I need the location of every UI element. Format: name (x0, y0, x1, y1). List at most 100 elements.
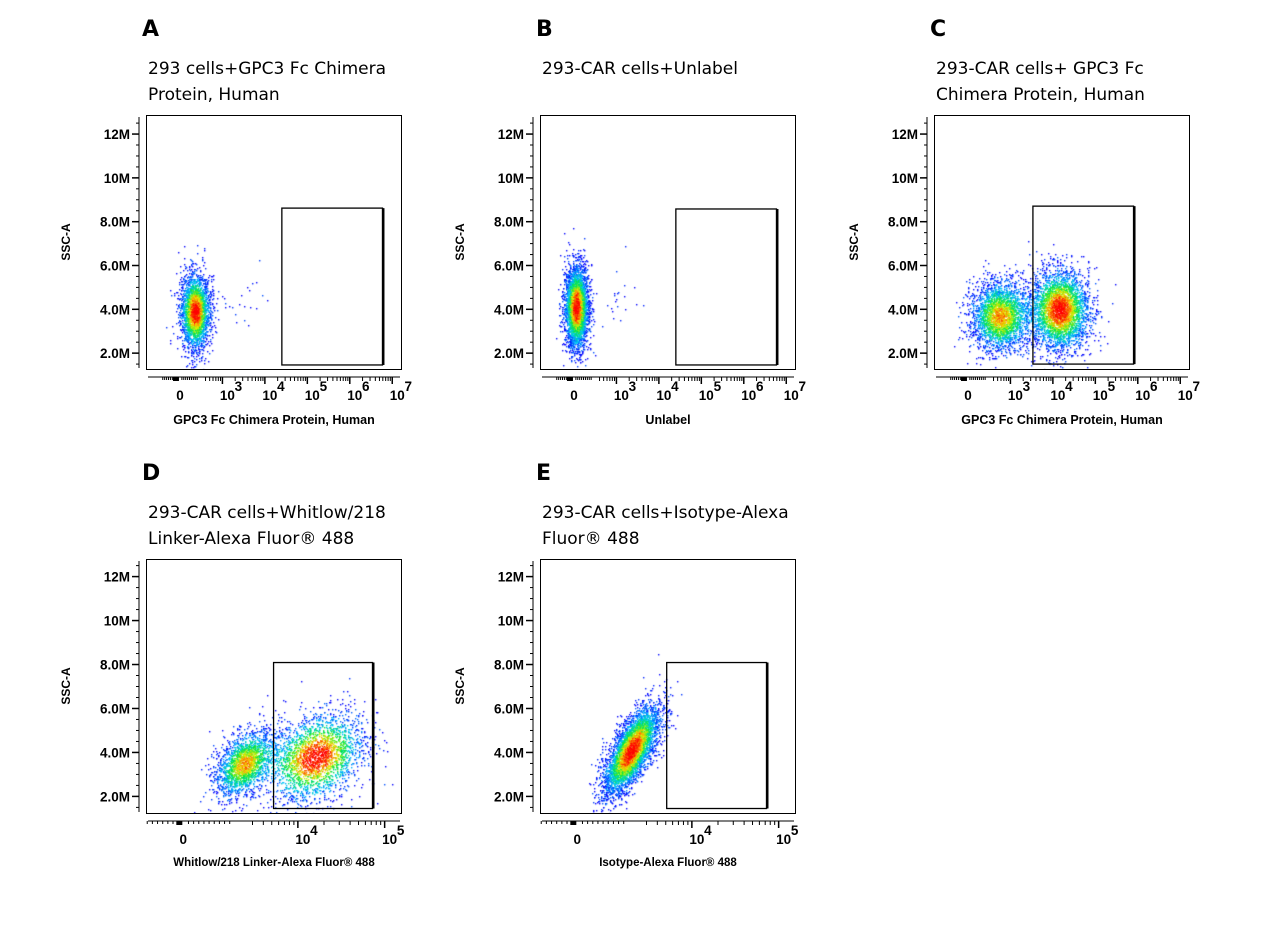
y-tick-label: 12M (498, 127, 524, 142)
x-tick-exponent: 4 (704, 823, 712, 838)
x-tick-label: 10 (699, 388, 714, 403)
x-tick-label: 10 (1178, 388, 1193, 403)
x-tick-exponent: 3 (235, 379, 243, 394)
plot-panel-d: D 293-CAR cells+Whitlow/218 Linker-Alexa … (59, 461, 405, 869)
x-tick-label: 10 (347, 388, 362, 403)
panel-title-line: Fluor® 488 (542, 529, 640, 549)
x-tick-exponent: 5 (397, 823, 405, 838)
panel-letter: E (536, 461, 552, 486)
x-zero-tick-cluster (566, 377, 573, 381)
y-tick-label: 8.0M (100, 215, 130, 230)
x-tick-exponent: 4 (671, 379, 679, 394)
y-tick-label: 10M (104, 614, 130, 629)
panel-title-line: Linker-Alexa Fluor® 488 (148, 529, 355, 549)
x-tick-label: 10 (1008, 388, 1023, 403)
y-tick-label: 6.0M (100, 259, 130, 274)
panel-title-line: Protein, Human (148, 85, 280, 105)
y-tick-label: 8.0M (494, 215, 524, 230)
x-tick-exponent: 7 (404, 379, 412, 394)
panel-letter: B (536, 17, 553, 42)
y-tick-label: 6.0M (494, 701, 524, 716)
gate-rectangle (666, 661, 768, 810)
x-tick-exponent: 7 (1192, 379, 1200, 394)
x-tick-exponent: 5 (791, 823, 799, 838)
plot-panel-a: A 293 cells+GPC3 Fc Chimera Protein, Huma… (59, 17, 412, 427)
x-tick-label: 10 (220, 388, 235, 403)
gate-rectangle (1032, 205, 1135, 365)
plot-panel-e: E 293-CAR cells+Isotype-Alexa Fluor® 488 … (453, 461, 799, 869)
x-tick-label: 10 (262, 388, 277, 403)
panel-title-line: Chimera Protein, Human (936, 85, 1145, 105)
panel-title: 293-CAR cells+ GPC3 Fc Chimera Protein, H… (936, 56, 1236, 108)
scatter-points (540, 559, 796, 814)
x-tick-label: 0 (176, 388, 184, 403)
panel-letter: C (930, 17, 947, 42)
x-tick-label: 10 (390, 388, 405, 403)
panel-title-line: 293-CAR cells+Whitlow/218 (148, 503, 386, 523)
scatter-points (540, 115, 796, 370)
x-axis-label: Unlabel (645, 413, 691, 427)
y-tick-label: 10M (104, 171, 130, 186)
plot-frame (540, 559, 796, 814)
y-tick-label: 2.0M (100, 346, 130, 361)
x-tick-label: 0 (964, 388, 972, 403)
x-tick-exponent: 5 (320, 379, 328, 394)
gate-rectangle (272, 661, 374, 810)
y-tick-label: 2.0M (494, 346, 524, 361)
y-tick-label: 6.0M (888, 259, 918, 274)
x-tick-label: 10 (1093, 388, 1108, 403)
plot-panel-c: C 293-CAR cells+ GPC3 Fc Chimera Protein,… (847, 17, 1200, 427)
x-axis-label: GPC3 Fc Chimera Protein, Human (173, 413, 375, 427)
y-tick-label: 4.0M (100, 302, 130, 317)
x-tick-label: 0 (180, 832, 188, 847)
x-zero-tick-cluster (172, 377, 179, 381)
gate-rectangle (281, 207, 384, 366)
x-axis-label: Isotype-Alexa Fluor® 488 (599, 857, 737, 869)
y-tick-label: 12M (104, 570, 130, 585)
y-tick-label: 10M (892, 171, 918, 186)
x-zero-tick-cluster (570, 821, 577, 825)
scatter-points (146, 115, 402, 370)
y-tick-label: 12M (892, 127, 918, 142)
y-tick-label: 6.0M (494, 259, 524, 274)
y-tick-label: 8.0M (888, 215, 918, 230)
x-tick-label: 0 (574, 832, 582, 847)
plot-frame (540, 115, 796, 370)
y-tick-label: 8.0M (100, 658, 130, 673)
x-zero-tick-cluster (176, 821, 183, 825)
x-tick-label: 10 (382, 832, 397, 847)
y-tick-label: 4.0M (494, 745, 524, 760)
y-tick-label: 4.0M (100, 745, 130, 760)
y-tick-label: 12M (498, 570, 524, 585)
plot-frame (934, 115, 1190, 370)
panel-title: 293 cells+GPC3 Fc Chimera Protein, Human (148, 56, 448, 108)
panel-title-line: 293-CAR cells+Isotype-Alexa (542, 503, 789, 523)
x-tick-label: 10 (741, 388, 756, 403)
y-tick-label: 4.0M (888, 302, 918, 317)
panel-title: 293-CAR cells+Unlabel (542, 56, 842, 82)
panel-title-line: 293-CAR cells+Unlabel (542, 59, 738, 79)
plot-frame (146, 115, 402, 370)
panel-title: 293-CAR cells+Whitlow/218 Linker-Alexa Fl… (148, 500, 448, 552)
x-tick-exponent: 7 (798, 379, 806, 394)
y-tick-label: 10M (498, 614, 524, 629)
panel-title: 293-CAR cells+Isotype-Alexa Fluor® 488 (542, 500, 842, 552)
panel-letter: A (142, 17, 160, 42)
scatter-points (934, 115, 1190, 370)
y-tick-label: 10M (498, 171, 524, 186)
y-tick-label: 12M (104, 127, 130, 142)
plot-frame (146, 559, 402, 814)
panel-title-line: 293 cells+GPC3 Fc Chimera (148, 59, 387, 79)
gate-rectangle (675, 208, 778, 366)
x-tick-label: 10 (689, 832, 704, 847)
y-tick-label: 6.0M (100, 701, 130, 716)
y-tick-label: 4.0M (494, 302, 524, 317)
x-tick-exponent: 4 (1065, 379, 1073, 394)
y-tick-label: 2.0M (888, 346, 918, 361)
x-tick-label: 10 (656, 388, 671, 403)
x-tick-label: 10 (295, 832, 310, 847)
